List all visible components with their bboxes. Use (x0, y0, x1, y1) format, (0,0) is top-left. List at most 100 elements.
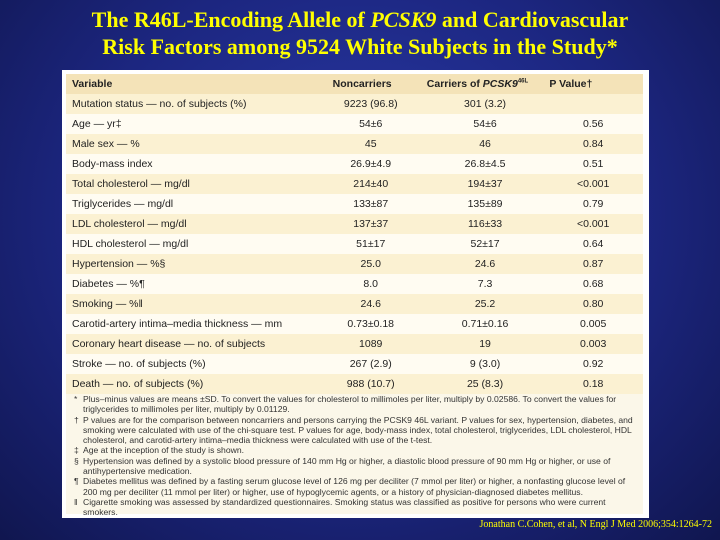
footnote: † P values are for the comparison between… (74, 415, 639, 446)
cell-variable: HDL cholesterol — mg/dl (66, 234, 315, 254)
cell-pvalue: 0.003 (543, 334, 643, 354)
cell-carriers: 9 (3.0) (426, 354, 544, 374)
footnote: ¶ Diabetes mellitus was defined by a fast… (74, 476, 639, 497)
cell-carriers: 19 (426, 334, 544, 354)
cell-pvalue: <0.001 (543, 174, 643, 194)
table-row: LDL cholesterol — mg/dl 137±37 116±33 <0.00… (66, 214, 643, 234)
table-row: Age — yr‡ 54±6 54±6 0.56 (66, 114, 643, 134)
header-carriers-variant: 46L (517, 78, 529, 85)
table-row: Total cholesterol — mg/dl 214±40 194±37 <0.… (66, 174, 643, 194)
header-pvalue: P Value† (543, 74, 643, 94)
cell-carriers: 135±89 (426, 194, 544, 214)
header-carriers: Carriers of PCSK946L (426, 74, 544, 94)
cell-noncarriers: 214±40 (314, 174, 427, 194)
cell-pvalue: 0.87 (543, 254, 643, 274)
table-body: Mutation status — no. of subjects (%) 922… (66, 94, 643, 394)
risk-factor-table: Variable Noncarriers Carriers of PCSK946… (66, 74, 643, 394)
footnote-text: Age at the inception of the study is sho… (83, 445, 244, 456)
footnote-symbol: § (74, 455, 79, 466)
cell-variable: Smoking — %‖ (66, 294, 315, 314)
footnote-symbol: ¶ (74, 476, 79, 487)
header-carriers-label: Carriers of (426, 78, 483, 90)
cell-pvalue (543, 94, 643, 114)
footnote: ‡ Age at the inception of the study is sh… (74, 445, 639, 455)
table-row: Stroke — no. of subjects (%) 267 (2.9) 9 (… (66, 354, 643, 374)
table-row: Body-mass index 26.9±4.9 26.8±4.5 0.51 (66, 154, 643, 174)
cell-pvalue: 0.18 (543, 374, 643, 394)
cell-variable: Total cholesterol — mg/dl (66, 174, 315, 194)
cell-noncarriers: 267 (2.9) (314, 354, 427, 374)
cell-noncarriers: 25.0 (314, 254, 427, 274)
cell-variable: Male sex — % (66, 134, 315, 154)
footnotes: * Plus–minus values are means ±SD. To con… (74, 394, 639, 518)
cell-variable: Body-mass index (66, 154, 315, 174)
slide-title: The R46L-Encoding Allele of PCSK9 and Ca… (0, 6, 720, 60)
footnote-symbol: * (74, 394, 78, 404)
table-row: Death — no. of subjects (%) 988 (10.7) 25 … (66, 374, 643, 394)
cell-carriers: 301 (3.2) (426, 94, 544, 114)
cell-noncarriers: 133±87 (314, 194, 427, 214)
cell-pvalue: 0.80 (543, 294, 643, 314)
cell-pvalue: <0.001 (543, 214, 643, 234)
cell-noncarriers: 137±37 (314, 214, 427, 234)
footnote-text: Plus–minus values are means ±SD. To conv… (83, 394, 617, 415)
cell-variable: LDL cholesterol — mg/dl (66, 214, 315, 234)
cell-variable: Hypertension — %§ (66, 254, 315, 274)
cell-carriers: 25.2 (426, 294, 544, 314)
cell-noncarriers: 988 (10.7) (314, 374, 427, 394)
cell-variable: Diabetes — %¶ (66, 274, 315, 294)
cell-carriers: 52±17 (426, 234, 544, 254)
table-header-row: Variable Noncarriers Carriers of PCSK946… (66, 74, 643, 94)
table-row: Coronary heart disease — no. of subjects… (66, 334, 643, 354)
cell-variable: Age — yr‡ (66, 114, 315, 134)
cell-noncarriers: 24.6 (314, 294, 427, 314)
cell-pvalue: 0.56 (543, 114, 643, 134)
cell-noncarriers: 51±17 (314, 234, 427, 254)
cell-variable: Death — no. of subjects (%) (66, 374, 315, 394)
cell-pvalue: 0.68 (543, 274, 643, 294)
header-noncarriers: Noncarriers (314, 74, 427, 94)
cell-pvalue: 0.79 (543, 194, 643, 214)
table-row: Hypertension — %§ 25.0 24.6 0.87 (66, 254, 643, 274)
table-row: Smoking — %‖ 24.6 25.2 0.80 (66, 294, 643, 314)
cell-carriers: 7.3 (426, 274, 544, 294)
cell-pvalue: 0.92 (543, 354, 643, 374)
cell-noncarriers: 26.9±4.9 (314, 154, 427, 174)
slide-title-line-1: The R46L-Encoding Allele of PCSK9 and Ca… (0, 6, 720, 33)
cell-pvalue: 0.005 (543, 314, 643, 334)
cell-noncarriers: 1089 (314, 334, 427, 354)
footnote: § Hypertension was defined by a systolic … (74, 456, 639, 477)
title-text-pre: The R46L-Encoding Allele of (91, 7, 371, 32)
cell-carriers: 25 (8.3) (426, 374, 544, 394)
title-gene-name: PCSK9 (370, 7, 437, 32)
table-panel-inner: Variable Noncarriers Carriers of PCSK946… (66, 74, 643, 517)
cell-variable: Triglycerides — mg/dl (66, 194, 315, 214)
cell-noncarriers: 54±6 (314, 114, 427, 134)
table-row: Triglycerides — mg/dl 133±87 135±89 0.79 (66, 194, 643, 214)
footnote-text: Cigarette smoking was assessed by standa… (83, 496, 606, 518)
cell-carriers: 24.6 (426, 254, 544, 274)
cell-pvalue: 0.84 (543, 134, 643, 154)
table-row: HDL cholesterol — mg/dl 51±17 52±17 0.64 (66, 234, 643, 254)
table-row: Male sex — % 45 46 0.84 (66, 134, 643, 154)
cell-variable: Mutation status — no. of subjects (%) (66, 94, 315, 114)
cell-noncarriers: 0.73±0.18 (314, 314, 427, 334)
cell-carriers: 26.8±4.5 (426, 154, 544, 174)
footnote-symbol: ‖ (74, 496, 78, 507)
table-row: Mutation status — no. of subjects (%) 922… (66, 94, 643, 114)
footnote-text: Hypertension was defined by a systolic b… (83, 455, 611, 477)
footnote-text: Diabetes mellitus was defined by a fasti… (83, 476, 626, 497)
footnote-symbol: ‡ (74, 445, 79, 456)
footnote-symbol: † (74, 414, 79, 425)
cell-pvalue: 0.51 (543, 154, 643, 174)
cell-carriers: 54±6 (426, 114, 544, 134)
cell-carriers: 116±33 (426, 214, 544, 234)
table-panel: Variable Noncarriers Carriers of PCSK946… (62, 70, 649, 518)
header-carriers-gene: PCSK9 (482, 78, 518, 90)
title-text-post: and Cardiovascular (436, 7, 629, 32)
header-variable: Variable (66, 74, 315, 94)
cell-pvalue: 0.64 (543, 234, 643, 254)
cell-noncarriers: 45 (314, 134, 427, 154)
footnote-text: P values are for the comparison between … (83, 414, 633, 446)
cell-carriers: 194±37 (426, 174, 544, 194)
